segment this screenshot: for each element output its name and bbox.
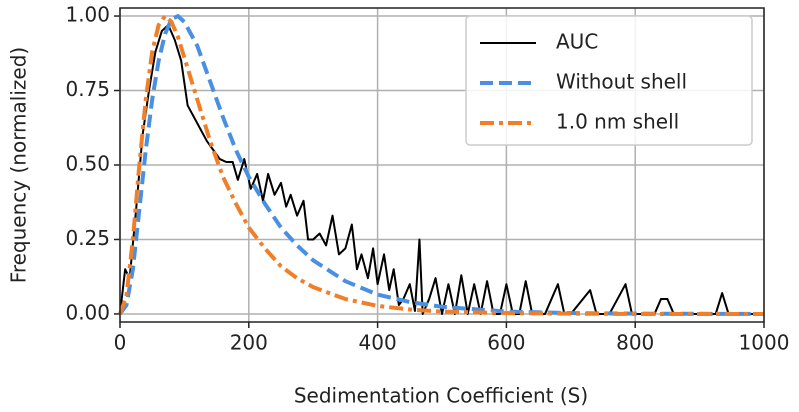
legend-label: AUC <box>556 30 598 54</box>
y-tick-label: 1.00 <box>65 3 110 27</box>
x-tick-label: 400 <box>359 331 397 355</box>
x-axis-label: Sedimentation Coefficient (S) <box>294 384 588 408</box>
y-tick-label: 0.25 <box>65 226 110 250</box>
legend-box <box>465 15 753 146</box>
y-tick-label: 0.50 <box>65 152 110 176</box>
x-tick-label: 200 <box>230 331 268 355</box>
x-tick-label: 1000 <box>739 331 790 355</box>
y-tick-label: 0.75 <box>65 77 110 101</box>
x-tick-label: 800 <box>616 331 654 355</box>
data-line <box>118 14 765 316</box>
data-line <box>119 23 764 315</box>
plot-frame <box>119 7 765 323</box>
legend-label: Without shell <box>556 70 687 94</box>
y-axis-label: Frequency (normalized) <box>7 47 31 283</box>
legend-label: 1.0 nm shell <box>556 110 679 134</box>
x-tick-label: 600 <box>487 331 525 355</box>
data-line <box>118 14 764 316</box>
y-tick-label: 0.00 <box>65 300 110 324</box>
x-tick-label: 0 <box>114 331 127 355</box>
